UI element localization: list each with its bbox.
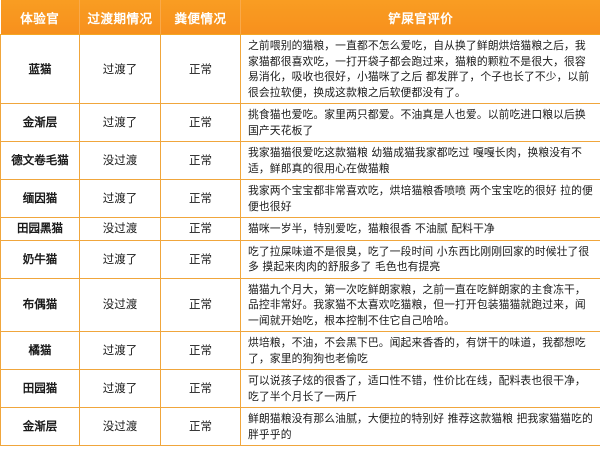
cell-breed: 德文卷毛猫 xyxy=(0,141,80,180)
column-header-transition: 过渡期情况 xyxy=(79,0,161,35)
cell-owner-review: 猫咪一岁半，特别爱吃，猫粮很香 不油腻 配料干净 xyxy=(240,217,600,241)
cell-stool-status: 正常 xyxy=(160,141,241,180)
cell-transition-status: 过渡了 xyxy=(79,369,161,408)
cell-stool-status: 正常 xyxy=(160,217,241,241)
cell-owner-review: 之前喂别的猫粮，一直都不怎么爱吃，自从换了鲜朗烘焙猫粮之后，我家猫都很喜欢吃，一… xyxy=(240,34,600,104)
table-row: 金渐层 没过渡 正常 鲜朗猫粮没有那么油腻，大便拉的特别好 推荐这款猫粮 把我家猫猫吃… xyxy=(0,407,600,446)
table-row: 田园黑猫 没过渡 正常 猫咪一岁半，特别爱吃，猫粮很香 不油腻 配料干净 xyxy=(0,217,600,241)
column-header-breed: 体验官 xyxy=(0,0,80,35)
cell-stool-status: 正常 xyxy=(160,369,241,408)
table-header-row: 体验官 过渡期情况 粪便情况 铲屎官评价 xyxy=(0,0,600,35)
cell-breed: 橘猫 xyxy=(0,331,80,370)
column-header-review: 铲屎官评价 xyxy=(240,0,600,35)
cell-transition-status: 没过渡 xyxy=(79,277,161,332)
cell-owner-review: 鲜朗猫粮没有那么油腻，大便拉的特别好 推荐这款猫粮 把我家猫猫吃的胖乎乎的 xyxy=(240,407,600,446)
cell-stool-status: 正常 xyxy=(160,103,241,142)
table-row: 田园猫 过渡了 正常 可以说孩子炫的很香了，适口性不错，性价比在线，配料表也很干净，吃… xyxy=(0,369,600,408)
cell-transition-status: 没过渡 xyxy=(79,141,161,180)
cell-stool-status: 正常 xyxy=(160,34,241,104)
cell-stool-status: 正常 xyxy=(160,239,241,279)
cell-transition-status: 没过渡 xyxy=(79,407,161,446)
table-row: 橘猫 过渡了 正常 烘培粮，不油，不会黑下巴。闻起来香香的，有饼干的味道，我都想吃了，… xyxy=(0,331,600,370)
cell-transition-status: 没过渡 xyxy=(79,217,161,241)
table-row: 奶牛猫 过渡了 正常 吃了拉屎味道不是很臭，吃了一段时间 小东西比刚刚回家的时候壮了很… xyxy=(0,239,600,279)
cell-stool-status: 正常 xyxy=(160,179,241,218)
cell-breed: 田园猫 xyxy=(0,369,80,408)
cell-transition-status: 过渡了 xyxy=(79,34,161,104)
cell-owner-review: 烘培粮，不油，不会黑下巴。闻起来香香的，有饼干的味道，我都想吃了，家里的狗狗也老… xyxy=(240,331,600,370)
column-header-stool: 粪便情况 xyxy=(160,0,241,35)
cell-breed: 奶牛猫 xyxy=(0,239,80,279)
cell-transition-status: 过渡了 xyxy=(79,179,161,218)
table-row: 蓝猫 过渡了 正常 之前喂别的猫粮，一直都不怎么爱吃，自从换了鲜朗烘焙猫粮之后，我家猫… xyxy=(0,34,600,104)
table-row: 布偶猫 没过渡 正常 猫猫九个月大，第一次吃鲜朗家粮，之前一直在吃鲜朗家的主食冻干，品… xyxy=(0,277,600,332)
cell-owner-review: 我家两个宝宝都非常喜欢吃，烘培猫粮香喷喷 两个宝宝吃的很好 拉的便便也很好 xyxy=(240,179,600,218)
table-body: 蓝猫 过渡了 正常 之前喂别的猫粮，一直都不怎么爱吃，自从换了鲜朗烘焙猫粮之后，我家猫… xyxy=(0,34,600,446)
cell-owner-review: 我家猫猫很爱吃这款猫粮 幼猫成猫我家都吃过 嘎嘎长肉，换粮没有不适，鲜郎真的很用… xyxy=(240,141,600,180)
cell-breed: 金渐层 xyxy=(0,407,80,446)
table-row: 德文卷毛猫 没过渡 正常 我家猫猫很爱吃这款猫粮 幼猫成猫我家都吃过 嘎嘎长肉，换粮没… xyxy=(0,141,600,180)
cell-breed: 缅因猫 xyxy=(0,179,80,218)
table-row: 金渐层 过渡了 正常 挑食猫也爱吃。家里两只都爱。不油真是人也爱。以前吃进口粮以后换国… xyxy=(0,103,600,142)
cell-breed: 布偶猫 xyxy=(0,277,80,332)
cell-stool-status: 正常 xyxy=(160,407,241,446)
cell-owner-review: 猫猫九个月大，第一次吃鲜朗家粮，之前一直在吃鲜朗家的主食冻干，品控非常好。我家猫… xyxy=(240,277,600,332)
cell-breed: 金渐层 xyxy=(0,103,80,142)
cell-stool-status: 正常 xyxy=(160,331,241,370)
cell-transition-status: 过渡了 xyxy=(79,103,161,142)
cell-breed: 蓝猫 xyxy=(0,34,80,104)
table-row: 缅因猫 过渡了 正常 我家两个宝宝都非常喜欢吃，烘培猫粮香喷喷 两个宝宝吃的很好 拉的… xyxy=(0,179,600,218)
cell-breed: 田园黑猫 xyxy=(0,217,80,241)
cell-transition-status: 过渡了 xyxy=(79,331,161,370)
cell-owner-review: 可以说孩子炫的很香了，适口性不错，性价比在线，配料表也很干净，吃了半个月长了一两… xyxy=(240,369,600,408)
cell-owner-review: 吃了拉屎味道不是很臭，吃了一段时间 小东西比刚刚回家的时候壮了很多 摸起来肉肉的… xyxy=(240,239,600,279)
table-header: 体验官 过渡期情况 粪便情况 铲屎官评价 xyxy=(0,0,600,35)
cell-owner-review: 挑食猫也爱吃。家里两只都爱。不油真是人也爱。以前吃进口粮以后换国产天花板了 xyxy=(240,103,600,142)
cell-stool-status: 正常 xyxy=(160,277,241,332)
cell-transition-status: 过渡了 xyxy=(79,239,161,279)
